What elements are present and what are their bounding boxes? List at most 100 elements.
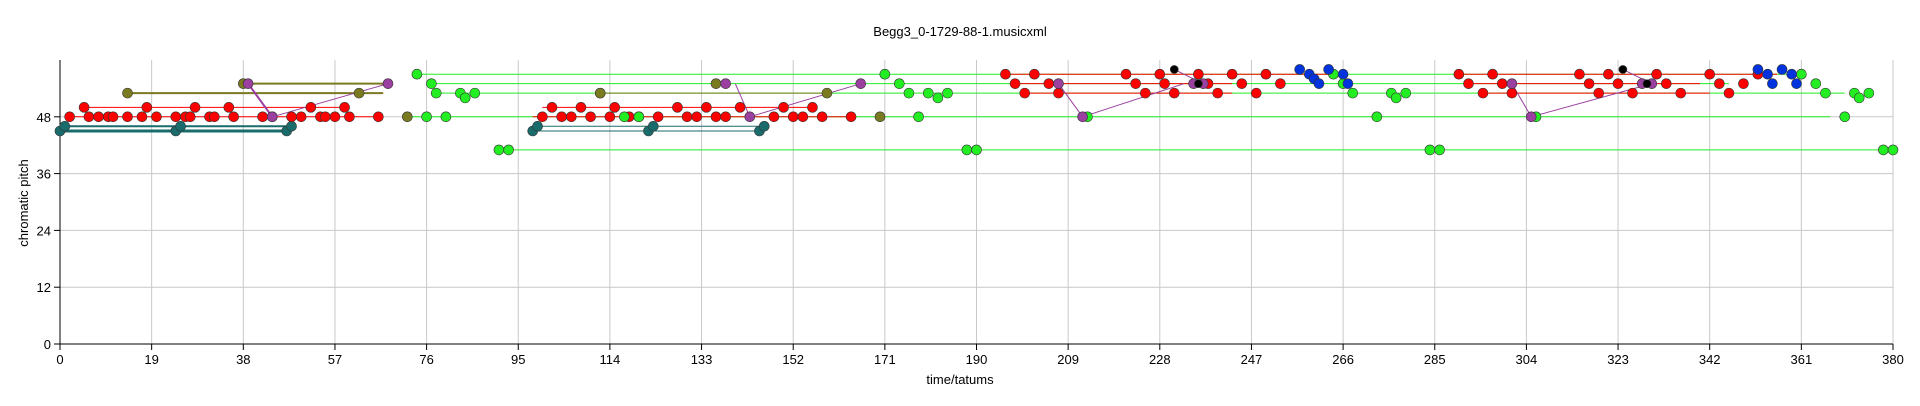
note-point — [426, 78, 437, 89]
x-tick-label: 228 — [1149, 352, 1171, 367]
note-point — [1487, 68, 1498, 80]
note-point — [1506, 78, 1518, 89]
note-point — [604, 111, 616, 123]
note-point — [1463, 78, 1474, 89]
note-point — [1194, 79, 1203, 88]
note-point — [141, 102, 153, 113]
note-point — [1193, 68, 1204, 80]
note-point — [1275, 78, 1286, 89]
note-point — [382, 78, 394, 89]
note-point — [710, 78, 722, 89]
note-point — [1434, 144, 1445, 156]
note-point — [93, 111, 104, 123]
voice-link — [272, 83, 389, 118]
note-point — [1043, 78, 1055, 89]
y-tick-label: 24 — [37, 223, 51, 238]
note-point — [1294, 64, 1305, 75]
note-point — [648, 120, 659, 132]
note-point — [305, 102, 317, 113]
note-point — [1574, 68, 1585, 80]
note-point — [585, 111, 596, 123]
note-point — [546, 102, 558, 113]
note-point — [353, 87, 365, 99]
note-point — [1820, 87, 1831, 99]
voice-link — [1058, 83, 1084, 118]
note-point — [1583, 78, 1595, 89]
note-point — [1000, 68, 1011, 80]
voice-link — [247, 83, 274, 118]
note-point — [493, 144, 505, 156]
note-point — [691, 111, 703, 123]
note-point — [1723, 87, 1735, 99]
note-point — [1053, 87, 1064, 99]
note-point — [1810, 78, 1822, 89]
x-tick-label: 76 — [419, 352, 433, 367]
note-point — [503, 144, 514, 156]
voice-link — [734, 83, 751, 118]
x-tick-label: 95 — [511, 352, 525, 367]
axis-layer: 0 19 38 57 76 95 114 133 152 171 190 209 228 247 266 28… — [37, 60, 1904, 367]
note-points — [54, 64, 1899, 156]
note-point — [845, 111, 857, 123]
note-point — [594, 87, 606, 99]
note-point — [1424, 144, 1436, 156]
x-tick-label: 171 — [874, 352, 896, 367]
note-point — [469, 87, 481, 99]
x-tick-label: 285 — [1424, 352, 1446, 367]
note-point — [778, 102, 789, 113]
note-point — [1159, 78, 1170, 89]
note-point — [1762, 68, 1773, 80]
voice-link — [1511, 83, 1532, 118]
note-point — [652, 111, 664, 123]
note-point — [1878, 144, 1889, 156]
note-point — [78, 102, 90, 113]
note-point — [821, 87, 833, 99]
note-point — [1019, 87, 1031, 99]
note-point — [266, 111, 278, 123]
note-point — [1603, 68, 1614, 80]
note-point — [1453, 68, 1465, 80]
note-point — [83, 111, 95, 123]
note-point — [1853, 92, 1865, 104]
note-point — [672, 102, 683, 113]
x-tick-label: 380 — [1882, 352, 1904, 367]
note-point — [758, 120, 770, 132]
x-tick-label: 361 — [1790, 352, 1812, 367]
note-point — [136, 111, 148, 123]
note-point — [242, 78, 254, 89]
note-point — [1400, 87, 1412, 99]
x-tick-label: 247 — [1241, 352, 1263, 367]
note-point — [170, 111, 182, 123]
note-point — [879, 68, 891, 80]
note-point — [329, 111, 341, 123]
voice-link — [1082, 83, 1185, 118]
note-point — [209, 111, 220, 123]
voice-link — [749, 83, 861, 118]
note-point — [942, 87, 953, 99]
note-point — [1675, 87, 1687, 99]
note-point — [1704, 68, 1715, 80]
note-point — [1212, 87, 1223, 99]
note-point — [556, 111, 567, 123]
note-point — [151, 111, 162, 123]
note-point — [339, 102, 350, 113]
note-point — [459, 92, 471, 104]
note-point — [1009, 78, 1021, 89]
note-point — [1593, 87, 1605, 99]
note-point — [1839, 111, 1851, 123]
note-point — [1796, 68, 1807, 80]
y-tick-label: 0 — [44, 337, 51, 352]
note-point — [797, 111, 809, 123]
note-point — [1371, 111, 1383, 123]
note-point — [1168, 87, 1180, 99]
note-point — [189, 102, 201, 113]
x-tick-label: 209 — [1057, 352, 1079, 367]
note-point — [566, 111, 577, 123]
note-point — [257, 111, 268, 123]
note-point — [922, 87, 934, 99]
note-point — [894, 78, 905, 89]
note-point — [1714, 78, 1725, 89]
note-point — [1120, 68, 1132, 80]
note-point — [855, 78, 867, 89]
